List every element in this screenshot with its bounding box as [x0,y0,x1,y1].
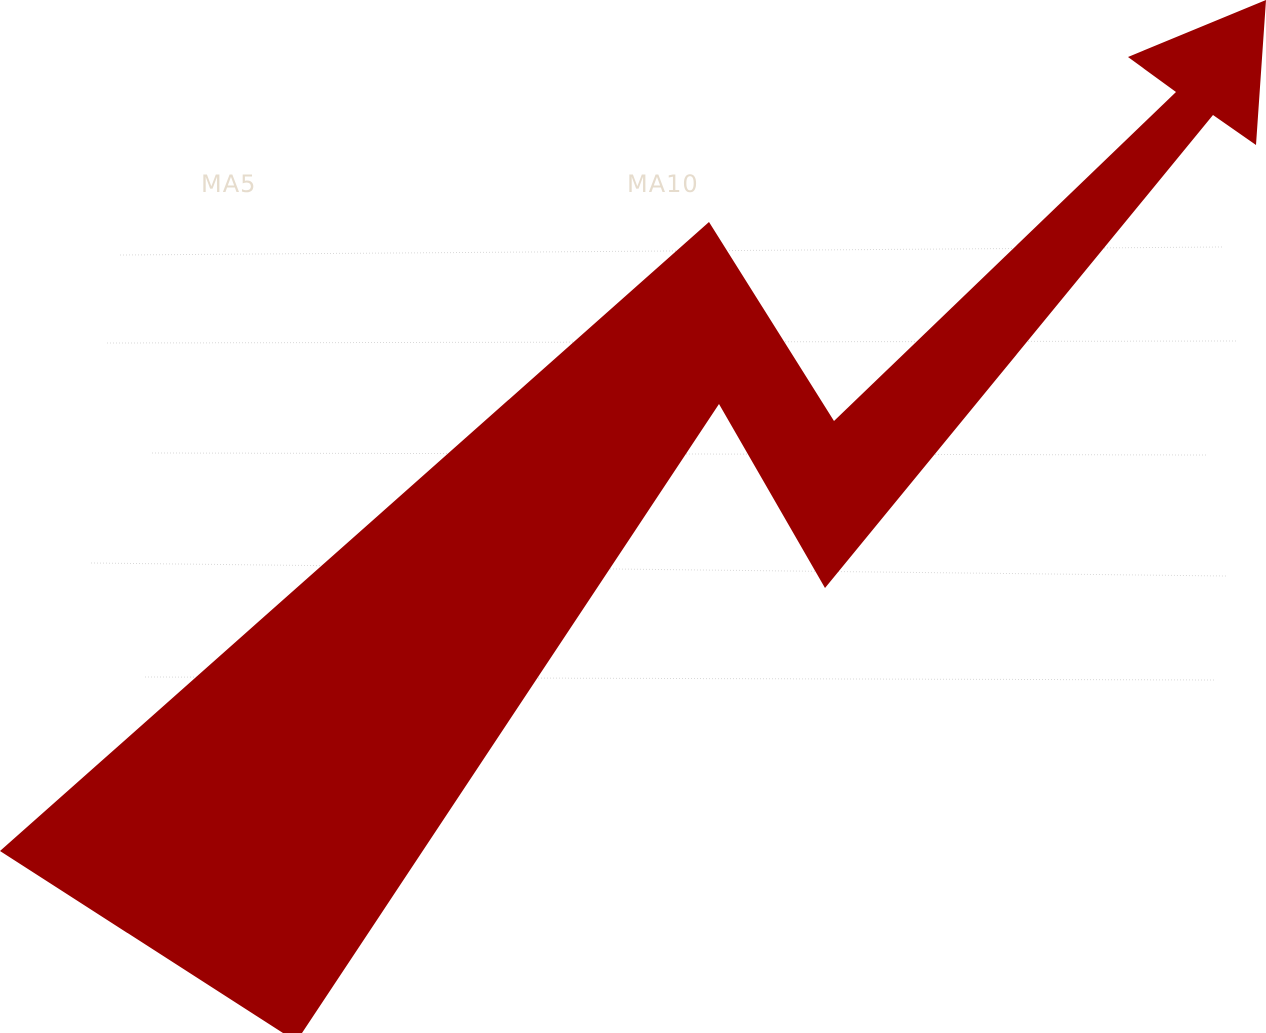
ma10-label: MA10 [627,170,699,198]
gridline [90,562,1227,577]
ma5-label: MA5 [201,170,257,198]
